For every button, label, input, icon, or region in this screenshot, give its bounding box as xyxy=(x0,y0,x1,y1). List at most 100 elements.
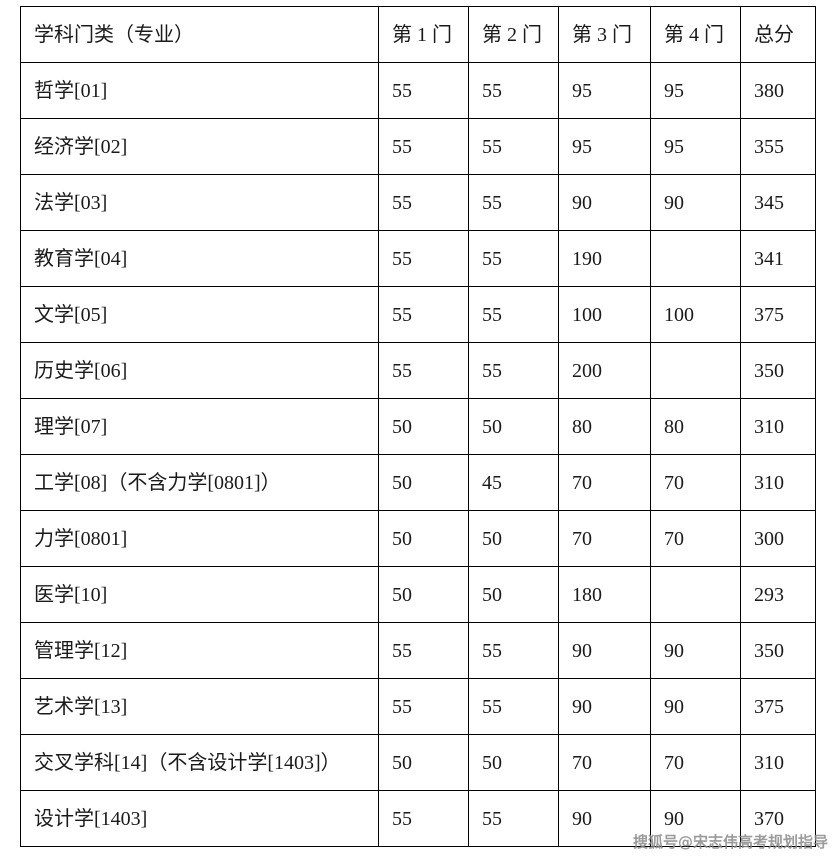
table-row: 教育学[04] 55 55 190 341 xyxy=(20,230,816,287)
table-row: 法学[03] 55 55 90 90 345 xyxy=(20,174,816,231)
cell-subject-4-score: 95 xyxy=(650,62,741,119)
cell-subject: 管理学[12] xyxy=(20,622,379,679)
cell-subject-3-score: 100 xyxy=(558,286,651,343)
cell-subject: 设计学[1403] xyxy=(20,790,379,847)
column-header-subject-1: 第 1 门 xyxy=(378,6,469,63)
cell-subject: 文学[05] xyxy=(20,286,379,343)
cell-subject-3-score: 90 xyxy=(558,622,651,679)
table-header-row: 学科门类（专业） 第 1 门 第 2 门 第 3 门 第 4 门 总分 xyxy=(20,6,816,63)
cell-subject-4-score xyxy=(650,342,741,399)
cell-subject-3-score: 90 xyxy=(558,678,651,735)
cell-subject-2-score: 50 xyxy=(468,566,559,623)
cell-subject-2-score: 50 xyxy=(468,734,559,791)
cell-subject-2-score: 55 xyxy=(468,286,559,343)
cell-total-score: 310 xyxy=(740,734,816,791)
cell-subject: 工学[08]（不含力学[0801]） xyxy=(20,454,379,511)
cell-subject-1-score: 55 xyxy=(378,174,469,231)
cell-total-score: 375 xyxy=(740,286,816,343)
column-header-total: 总分 xyxy=(740,6,816,63)
cell-subject-3-score: 70 xyxy=(558,734,651,791)
cell-total-score: 355 xyxy=(740,118,816,175)
cell-subject-2-score: 55 xyxy=(468,62,559,119)
cell-subject-1-score: 55 xyxy=(378,286,469,343)
cell-subject-1-score: 50 xyxy=(378,510,469,567)
cell-subject-1-score: 50 xyxy=(378,398,469,455)
cell-total-score: 345 xyxy=(740,174,816,231)
table-body: 哲学[01] 55 55 95 95 380 经济学[02] 55 55 95 95 355 法学[03… xyxy=(20,62,816,847)
cell-subject-4-score: 90 xyxy=(650,174,741,231)
cell-total-score: 300 xyxy=(740,510,816,567)
cell-total-score: 341 xyxy=(740,230,816,287)
cell-subject-3-score: 70 xyxy=(558,510,651,567)
cell-subject: 理学[07] xyxy=(20,398,379,455)
cell-subject-3-score: 95 xyxy=(558,118,651,175)
cell-subject-2-score: 55 xyxy=(468,174,559,231)
cell-subject: 经济学[02] xyxy=(20,118,379,175)
cell-subject-2-score: 55 xyxy=(468,622,559,679)
cell-subject: 历史学[06] xyxy=(20,342,379,399)
table-row: 哲学[01] 55 55 95 95 380 xyxy=(20,62,816,119)
cell-subject-2-score: 55 xyxy=(468,678,559,735)
column-header-subject: 学科门类（专业） xyxy=(20,6,379,63)
watermark-text: 搜狐号@宋志伟高考规划指导 xyxy=(632,833,828,851)
cell-subject-3-score: 80 xyxy=(558,398,651,455)
admission-score-table: 学科门类（专业） 第 1 门 第 2 门 第 3 门 第 4 门 总分 哲学[0… xyxy=(20,6,816,847)
cell-subject-3-score: 180 xyxy=(558,566,651,623)
cell-subject-4-score: 95 xyxy=(650,118,741,175)
table-row: 医学[10] 50 50 180 293 xyxy=(20,566,816,623)
cell-subject-1-score: 55 xyxy=(378,678,469,735)
cell-subject-4-score: 90 xyxy=(650,622,741,679)
cell-subject-4-score: 90 xyxy=(650,678,741,735)
column-header-subject-3: 第 3 门 xyxy=(558,6,651,63)
cell-subject-1-score: 55 xyxy=(378,118,469,175)
table-row: 力学[0801] 50 50 70 70 300 xyxy=(20,510,816,567)
cell-subject-1-score: 55 xyxy=(378,342,469,399)
table-header: 学科门类（专业） 第 1 门 第 2 门 第 3 门 第 4 门 总分 xyxy=(20,6,816,63)
table-row: 历史学[06] 55 55 200 350 xyxy=(20,342,816,399)
cell-subject-4-score: 70 xyxy=(650,510,741,567)
cell-subject-3-score: 90 xyxy=(558,790,651,847)
cell-subject-1-score: 50 xyxy=(378,454,469,511)
cell-subject-3-score: 70 xyxy=(558,454,651,511)
cell-subject: 艺术学[13] xyxy=(20,678,379,735)
column-header-subject-2: 第 2 门 xyxy=(468,6,559,63)
cell-subject-4-score: 70 xyxy=(650,734,741,791)
table-row: 交叉学科[14]（不含设计学[1403]） 50 50 70 70 310 xyxy=(20,734,816,791)
cell-subject-1-score: 55 xyxy=(378,790,469,847)
table-row: 文学[05] 55 55 100 100 375 xyxy=(20,286,816,343)
cell-subject-4-score: 80 xyxy=(650,398,741,455)
cell-total-score: 293 xyxy=(740,566,816,623)
cell-total-score: 350 xyxy=(740,342,816,399)
cell-subject-1-score: 50 xyxy=(378,566,469,623)
cell-subject-2-score: 45 xyxy=(468,454,559,511)
cell-subject-3-score: 190 xyxy=(558,230,651,287)
table-row: 理学[07] 50 50 80 80 310 xyxy=(20,398,816,455)
cell-total-score: 375 xyxy=(740,678,816,735)
cell-subject-2-score: 55 xyxy=(468,118,559,175)
cell-subject-4-score xyxy=(650,566,741,623)
cell-subject-1-score: 55 xyxy=(378,230,469,287)
table-row: 艺术学[13] 55 55 90 90 375 xyxy=(20,678,816,735)
cell-subject-4-score: 70 xyxy=(650,454,741,511)
cell-subject-2-score: 50 xyxy=(468,398,559,455)
table-row: 设计学[1403] 55 55 90 90 370 xyxy=(20,790,816,847)
cell-subject-2-score: 55 xyxy=(468,342,559,399)
cell-subject-1-score: 55 xyxy=(378,62,469,119)
table-row: 管理学[12] 55 55 90 90 350 xyxy=(20,622,816,679)
cell-total-score: 370 xyxy=(740,790,816,847)
cell-subject-1-score: 55 xyxy=(378,622,469,679)
table-row: 工学[08]（不含力学[0801]） 50 45 70 70 310 xyxy=(20,454,816,511)
score-table-container: 学科门类（专业） 第 1 门 第 2 门 第 3 门 第 4 门 总分 哲学[0… xyxy=(20,6,816,847)
cell-subject-3-score: 90 xyxy=(558,174,651,231)
cell-subject: 法学[03] xyxy=(20,174,379,231)
cell-subject-2-score: 55 xyxy=(468,790,559,847)
cell-subject-3-score: 95 xyxy=(558,62,651,119)
cell-subject-3-score: 200 xyxy=(558,342,651,399)
cell-subject: 交叉学科[14]（不含设计学[1403]） xyxy=(20,734,379,791)
cell-total-score: 310 xyxy=(740,398,816,455)
cell-subject-4-score xyxy=(650,230,741,287)
cell-total-score: 350 xyxy=(740,622,816,679)
cell-subject: 教育学[04] xyxy=(20,230,379,287)
cell-subject-2-score: 55 xyxy=(468,230,559,287)
cell-subject: 医学[10] xyxy=(20,566,379,623)
